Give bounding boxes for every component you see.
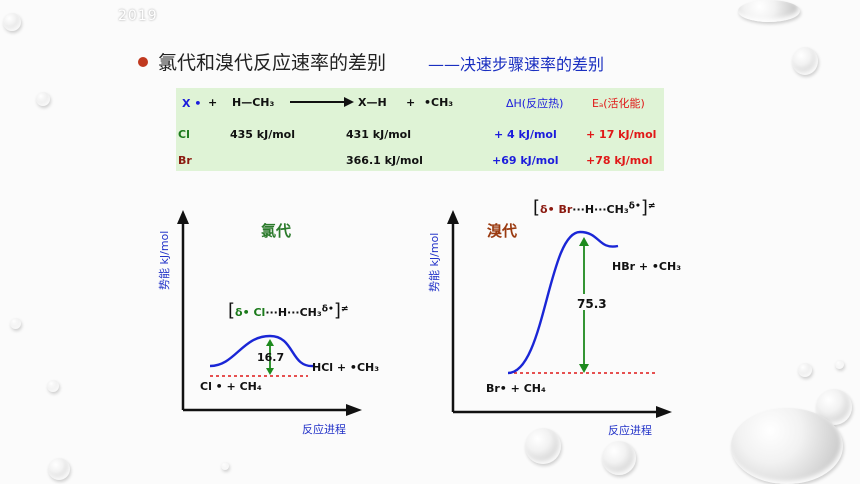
cl-barrier-value: 16.7 bbox=[257, 351, 285, 364]
br-product-label: HBr + •CH₃ bbox=[612, 260, 682, 273]
water-drop bbox=[48, 458, 70, 480]
ch3-radical-header: •CH₃ bbox=[424, 96, 454, 109]
slide-heading: 氯代和溴代反应速率的差别 bbox=[158, 52, 387, 74]
br-barrier-value: 75.3 bbox=[577, 297, 607, 311]
cl-xh-energy: 431 kJ/mol bbox=[346, 128, 412, 141]
cl-product-label: HCl + •CH₃ bbox=[312, 361, 380, 374]
br-y-axis-label: 势能 kJ/mol bbox=[428, 232, 441, 292]
br-transition-state: [δ• Br···H···CH₃δ•]≠ bbox=[533, 197, 656, 218]
cl-ea: + 17 kJ/mol bbox=[586, 128, 657, 141]
cl-delta-h: + 4 kJ/mol bbox=[494, 128, 557, 141]
water-drop bbox=[835, 360, 844, 369]
chlorination-title: 氯代 bbox=[261, 222, 292, 240]
br-xh-energy: 366.1 kJ/mol bbox=[346, 154, 423, 167]
br-ea: +78 kJ/mol bbox=[586, 154, 653, 167]
water-drop bbox=[525, 428, 561, 464]
reaction-arrow-icon bbox=[290, 97, 354, 107]
x-radical-header: X • bbox=[182, 97, 202, 110]
row-label-cl: Cl bbox=[178, 128, 190, 141]
br-reactant-label: Br• + CH₄ bbox=[486, 382, 546, 395]
water-drop bbox=[798, 363, 812, 377]
water-drop bbox=[602, 441, 636, 475]
br-x-axis-label: 反应进程 bbox=[608, 424, 652, 437]
water-drop bbox=[3, 13, 21, 31]
bond-energy-table: X • + H—CH₃ X—H + •CH₃ ΔH(反应热) Eₐ(活化能) C… bbox=[176, 88, 664, 171]
water-drop bbox=[10, 318, 21, 329]
ea-header: Eₐ(活化能) bbox=[592, 97, 645, 110]
xh-header: X—H bbox=[358, 96, 387, 109]
bullet-icon bbox=[138, 57, 148, 67]
water-drop bbox=[36, 92, 50, 106]
water-drop bbox=[221, 462, 229, 470]
cl-x-axis-label: 反应进程 bbox=[302, 423, 346, 436]
plus-sign: + bbox=[208, 96, 218, 109]
cl-y-axis-label: 势能 kJ/mol bbox=[158, 230, 171, 290]
cl-transition-state: [δ• Cl···H···CH₃δ•]≠ bbox=[228, 300, 349, 321]
chlorination-energy-diagram bbox=[177, 210, 362, 416]
water-drop bbox=[738, 0, 800, 22]
water-drop bbox=[731, 408, 843, 484]
bromination-energy-diagram bbox=[447, 210, 672, 418]
water-drop bbox=[792, 47, 818, 75]
bromination-title: 溴代 bbox=[487, 222, 518, 240]
cl-bond-energy: 435 kJ/mol bbox=[230, 128, 296, 141]
h-ch3-header: H—CH₃ bbox=[232, 96, 275, 109]
plus-sign: + bbox=[406, 96, 416, 109]
br-delta-h: +69 kJ/mol bbox=[492, 154, 559, 167]
delta-h-header: ΔH(反应热) bbox=[506, 97, 564, 110]
slide-subheading: ——决速步骤速率的差别 bbox=[428, 55, 605, 74]
year-label: 2019 bbox=[118, 8, 158, 24]
cl-reactant-label: Cl • + CH₄ bbox=[200, 380, 262, 393]
water-drop bbox=[47, 380, 59, 392]
row-label-br: Br bbox=[178, 154, 192, 167]
